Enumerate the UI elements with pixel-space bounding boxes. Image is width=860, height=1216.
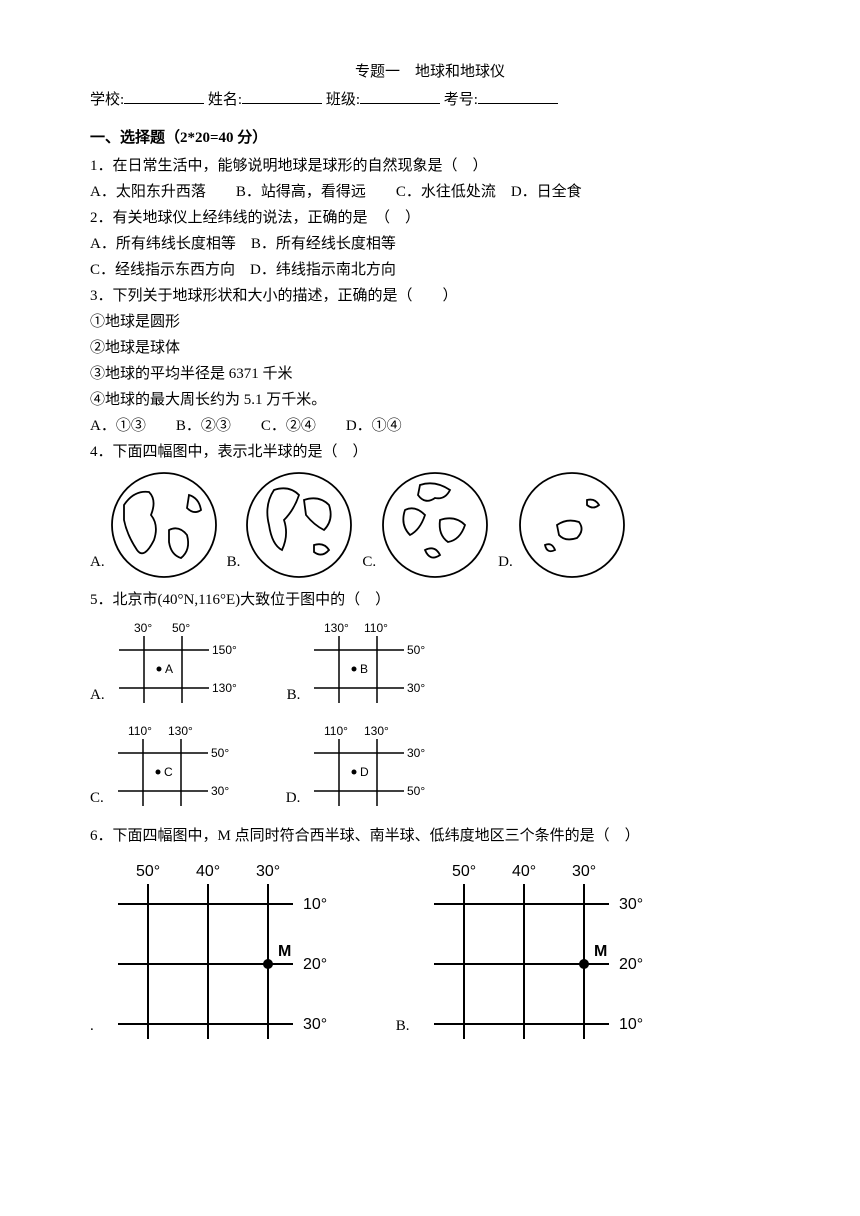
svg-text:30°: 30° [256, 863, 280, 880]
examno-blank[interactable] [478, 88, 558, 104]
q4-stem: 4．下面四幅图中，表示北半球的是（ ） [90, 440, 770, 464]
q4-label-b: B. [227, 550, 241, 580]
q2-options-row2: C．经线指示东西方向 D．纬线指示南北方向 [90, 258, 770, 282]
q3-options: A．①③ B．②③ C．②④ D．①④ [90, 414, 770, 438]
q6-label-a: . [90, 1014, 94, 1044]
svg-text:130°: 130° [168, 724, 193, 738]
svg-text:130°: 130° [212, 681, 237, 695]
q3-line2: ②地球是球体 [90, 336, 770, 360]
q5-grid-d: 110° 130° 30° 50° D [304, 721, 444, 816]
svg-text:110°: 110° [364, 621, 388, 635]
svg-text:50°: 50° [407, 643, 425, 657]
svg-text:150°: 150° [212, 643, 237, 657]
q5-figures-row2: C. 110° 130° 50° 30° C D. 110° [90, 721, 770, 816]
svg-text:50°: 50° [172, 621, 190, 635]
q6-grid-1: 50° 40° 30° 10° 20° 30° M [98, 854, 348, 1044]
q5-label-a: A. [90, 683, 105, 713]
svg-text:10°: 10° [619, 1016, 643, 1033]
q1-stem: 1．在日常生活中，能够说明地球是球形的自然现象是（ ） [90, 154, 770, 178]
q6-figures: . 50° 40° 30° 10° 20° 30° M B. [90, 854, 770, 1044]
svg-text:A: A [165, 662, 173, 676]
school-label: 学校: [90, 92, 124, 108]
q2-options-row1: A．所有纬线长度相等 B．所有经线长度相等 [90, 232, 770, 256]
svg-text:20°: 20° [619, 956, 643, 973]
svg-text:50°: 50° [407, 784, 425, 798]
q4-figures: A. B. C. D. [90, 470, 770, 580]
q5-grid-b: 130° 110° 50° 30° B [304, 618, 444, 713]
q3-line4: ④地球的最大周长约为 5.1 万千米。 [90, 388, 770, 412]
q5-grid-c: 110° 130° 50° 30° C [108, 721, 248, 816]
svg-text:110°: 110° [128, 724, 152, 738]
svg-text:50°: 50° [452, 863, 476, 880]
svg-text:30°: 30° [407, 681, 425, 695]
svg-text:M: M [594, 943, 607, 960]
globe-c-icon [380, 470, 490, 580]
svg-text:30°: 30° [211, 784, 229, 798]
school-blank[interactable] [124, 88, 204, 104]
svg-text:50°: 50° [211, 746, 229, 760]
svg-text:130°: 130° [324, 621, 349, 635]
q5-label-d: D. [286, 786, 301, 816]
q6-grid-2: 50° 40° 30° 30° 20° 10° M [414, 854, 664, 1044]
svg-text:110°: 110° [324, 724, 348, 738]
svg-text:C: C [164, 765, 173, 779]
q3-stem: 3．下列关于地球形状和大小的描述，正确的是（ ） [90, 284, 770, 308]
svg-text:50°: 50° [136, 863, 160, 880]
name-blank[interactable] [242, 88, 322, 104]
worksheet-title: 专题一 地球和地球仪 [90, 60, 770, 84]
class-blank[interactable] [360, 88, 440, 104]
q3-line3: ③地球的平均半径是 6371 千米 [90, 362, 770, 386]
section-1-heading: 一、选择题（2*20=40 分） [90, 126, 770, 150]
q5-grid-a: 30° 50° 150° 130° A [109, 618, 249, 713]
q2-stem: 2．有关地球仪上经纬线的说法，正确的是 （ ） [90, 206, 770, 230]
svg-text:30°: 30° [572, 863, 596, 880]
svg-text:40°: 40° [512, 863, 536, 880]
svg-text:130°: 130° [364, 724, 389, 738]
student-info-line: 学校: 姓名: 班级: 考号: [90, 88, 770, 112]
q4-label-a: A. [90, 550, 105, 580]
globe-d-icon [517, 470, 627, 580]
q4-label-c: C. [362, 550, 376, 580]
svg-text:20°: 20° [303, 956, 327, 973]
globe-b-icon [244, 470, 354, 580]
examno-label: 考号: [444, 92, 478, 108]
q1-options: A．太阳东升西落 B．站得高，看得远 C．水往低处流 D．日全食 [90, 180, 770, 204]
svg-text:10°: 10° [303, 896, 327, 913]
q3-line1: ①地球是圆形 [90, 310, 770, 334]
q6-stem: 6．下面四幅图中，M 点同时符合西半球、南半球、低纬度地区三个条件的是（ ） [90, 824, 770, 848]
q5-label-c: C. [90, 786, 104, 816]
class-label: 班级: [326, 92, 360, 108]
svg-text:30°: 30° [303, 1016, 327, 1033]
svg-text:B: B [360, 662, 368, 676]
q5-figures-row1: A. 30° 50° 150° 130° A B. 130° [90, 618, 770, 713]
name-label: 姓名: [208, 92, 242, 108]
svg-text:M: M [278, 943, 291, 960]
svg-text:30°: 30° [407, 746, 425, 760]
q6-label-b: B. [396, 1014, 410, 1044]
globe-a-icon [109, 470, 219, 580]
q4-label-d: D. [498, 550, 513, 580]
svg-text:30°: 30° [134, 621, 152, 635]
q5-label-b: B. [287, 683, 301, 713]
svg-text:D: D [360, 765, 369, 779]
svg-text:40°: 40° [196, 863, 220, 880]
svg-text:30°: 30° [619, 896, 643, 913]
q5-stem: 5．北京市(40°N,116°E)大致位于图中的（ ） [90, 588, 770, 612]
